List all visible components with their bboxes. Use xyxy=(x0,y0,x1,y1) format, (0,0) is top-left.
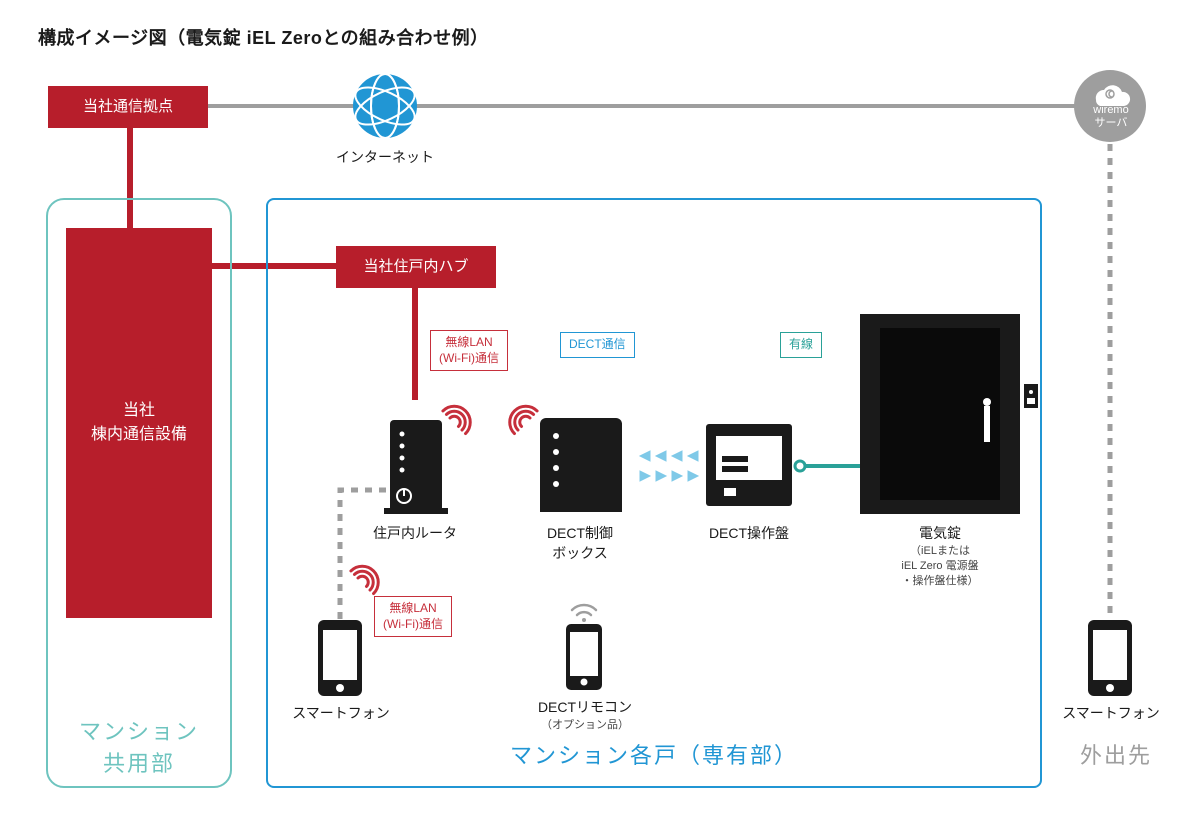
phone-inside-label: スマートフォン xyxy=(288,704,394,724)
door-label: 電気錠 （iELまたは iEL Zero 電源盤 ・操作盤仕様） xyxy=(850,524,1030,590)
dect-panel-label: DECT操作盤 xyxy=(694,524,804,544)
zone-shared xyxy=(46,198,232,788)
dect-remote-label-sub: （オプション品） xyxy=(520,718,650,733)
router-label: 住戸内ルータ xyxy=(360,524,470,544)
smartphone-outside-icon xyxy=(1088,620,1132,696)
zone-shared-label: マンション 共用部 xyxy=(46,714,232,778)
dect-remote-label: DECTリモコン （オプション品） xyxy=(520,698,650,733)
zone-private xyxy=(266,198,1042,788)
internet-label: インターネット xyxy=(330,148,440,168)
wiremo-label-2: サーバ xyxy=(1084,117,1138,130)
wifi2-link-label: 無線LAN (Wi-Fi)通信 xyxy=(374,596,452,637)
wifi1-link-label: 無線LAN (Wi-Fi)通信 xyxy=(430,330,508,371)
comm-base-node: 当社通信拠点 xyxy=(48,86,208,128)
wiremo-label-1: wiremo xyxy=(1084,104,1138,117)
dect-remote-label-main: DECTリモコン xyxy=(520,698,650,718)
zone-private-label: マンション各戸（専有部） xyxy=(266,738,1042,770)
zone-outside-label: 外出先 xyxy=(1056,738,1176,770)
wired-link-label: 有線 xyxy=(780,332,822,358)
door-label-sub: （iELまたは iEL Zero 電源盤 ・操作盤仕様） xyxy=(850,544,1030,590)
comm-base-label: 当社通信拠点 xyxy=(83,96,173,119)
door-label-main: 電気錠 xyxy=(850,524,1030,544)
phone-outside-label: スマートフォン xyxy=(1058,704,1164,724)
wiremo-label: wiremo サーバ xyxy=(1084,104,1138,130)
dect-link-label: DECT通信 xyxy=(560,332,635,358)
dect-box-label: DECT制御 ボックス xyxy=(520,524,640,563)
